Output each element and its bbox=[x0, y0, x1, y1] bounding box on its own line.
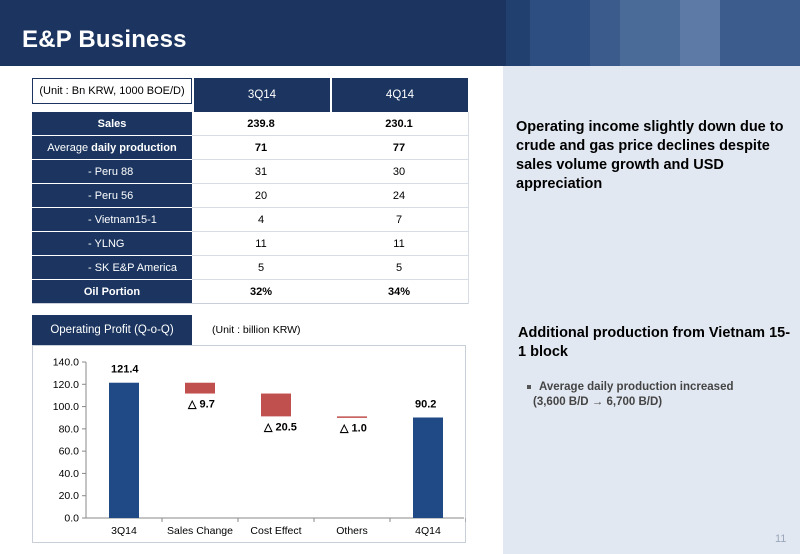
row-label-bold: daily production bbox=[91, 141, 177, 154]
table-row-ylng: - YLNG 11 11 bbox=[32, 232, 468, 256]
row-label-prefix: Average bbox=[47, 141, 92, 154]
bullet-square-icon bbox=[527, 385, 531, 389]
y-tick-label: 80.0 bbox=[59, 423, 80, 435]
bar-4q14 bbox=[413, 417, 443, 518]
cell-4q14: 24 bbox=[392, 189, 406, 202]
bar-cost-effect bbox=[261, 393, 291, 417]
data-label: △ 1.0 bbox=[339, 422, 367, 434]
table-row-sk-america: - SK E&P America 5 5 bbox=[32, 256, 468, 280]
right-panel bbox=[503, 66, 800, 554]
cell-3q14: 5 bbox=[257, 261, 265, 274]
table-row-oil-portion: Oil Portion 32% 34% bbox=[32, 280, 468, 304]
bar-others bbox=[337, 416, 367, 418]
chart-unit-label: (Unit : billion KRW) bbox=[212, 324, 301, 336]
y-tick-label: 40.0 bbox=[59, 468, 80, 480]
row-label: - SK E&P America bbox=[32, 256, 192, 279]
cell-4q14: 77 bbox=[392, 141, 406, 154]
cell-4q14: 30 bbox=[392, 165, 406, 178]
table-row-vietnam: - Vietnam15-1 4 7 bbox=[32, 208, 468, 232]
x-tick-label: Sales Change bbox=[167, 525, 233, 537]
headline-operating-income: Operating income slightly down due to cr… bbox=[516, 119, 784, 192]
table-row-daily-production: Average daily production 71 77 bbox=[32, 136, 468, 160]
page-title: E&P Business bbox=[22, 26, 187, 53]
table-row-peru56: - Peru 56 20 24 bbox=[32, 184, 468, 208]
x-tick-label: 3Q14 bbox=[111, 525, 137, 537]
cell-3q14: 4 bbox=[257, 213, 265, 226]
y-tick-label: 100.0 bbox=[53, 401, 79, 413]
bullet-line-2: (3,600 B/D → 6,700 B/D) bbox=[533, 396, 663, 408]
row-label: - Vietnam15-1 bbox=[32, 208, 192, 231]
x-tick-label: Others bbox=[336, 525, 368, 537]
cell-3q14: 31 bbox=[254, 165, 268, 178]
x-tick-label: 4Q14 bbox=[415, 525, 441, 537]
data-label: 121.4 bbox=[111, 364, 139, 376]
table-border bbox=[32, 303, 468, 304]
x-tick-label: Cost Effect bbox=[250, 525, 301, 537]
column-header-4q14: 4Q14 bbox=[332, 78, 468, 112]
bar-sales-change bbox=[185, 382, 215, 394]
column-header-3q14: 3Q14 bbox=[194, 78, 330, 112]
cell-4q14: 7 bbox=[395, 213, 403, 226]
cell-4q14: 5 bbox=[395, 261, 403, 274]
row-label: Sales bbox=[32, 112, 192, 135]
data-label: △ 20.5 bbox=[263, 421, 297, 433]
cell-3q14: 239.8 bbox=[247, 117, 275, 130]
data-label: △ 9.7 bbox=[187, 399, 215, 411]
cell-4q14: 11 bbox=[393, 237, 405, 250]
header-bar: E&P Business bbox=[0, 0, 800, 66]
row-label: - Peru 56 bbox=[32, 184, 192, 207]
bar-3q14 bbox=[109, 382, 139, 518]
cell-4q14: 230.1 bbox=[385, 117, 413, 130]
chart-frame bbox=[32, 345, 466, 543]
cell-3q14: 32% bbox=[249, 285, 273, 298]
headline-vietnam-production: Additional production from Vietnam 15-1 … bbox=[518, 325, 791, 360]
page-number: 11 bbox=[775, 533, 787, 545]
table-row-peru88: - Peru 88 31 30 bbox=[32, 160, 468, 184]
table-row-sales: Sales 239.8 230.1 bbox=[32, 112, 468, 136]
y-tick-label: 0.0 bbox=[64, 513, 79, 525]
row-label: - Peru 88 bbox=[32, 160, 192, 183]
row-label: - YLNG bbox=[32, 232, 192, 255]
operating-profit-tab: Operating Profit (Q-o-Q) bbox=[32, 315, 192, 345]
table-unit-label: (Unit : Bn KRW, 1000 BOE/D) bbox=[32, 78, 192, 104]
cell-3q14: 71 bbox=[254, 141, 268, 154]
operating-profit-waterfall-chart: 0.0 20.0 40.0 60.0 80.0 100.0 120.0 140.0 121.4 3… bbox=[53, 357, 466, 537]
table-border bbox=[468, 112, 469, 304]
data-label: 90.2 bbox=[415, 398, 436, 410]
y-tick-label: 20.0 bbox=[59, 490, 80, 502]
row-label: Average daily production bbox=[32, 136, 192, 159]
cell-3q14: 11 bbox=[255, 237, 267, 250]
y-tick-label: 140.0 bbox=[53, 357, 79, 369]
row-label: Oil Portion bbox=[32, 280, 192, 303]
cell-3q14: 20 bbox=[254, 189, 268, 202]
y-tick-label: 120.0 bbox=[53, 379, 79, 391]
y-tick-label: 60.0 bbox=[59, 446, 80, 458]
cell-4q14: 34% bbox=[387, 285, 411, 298]
bullet-line-1: Average daily production increased bbox=[539, 381, 734, 393]
bullet-production-increase: Average daily production increased (3,60… bbox=[527, 380, 786, 410]
